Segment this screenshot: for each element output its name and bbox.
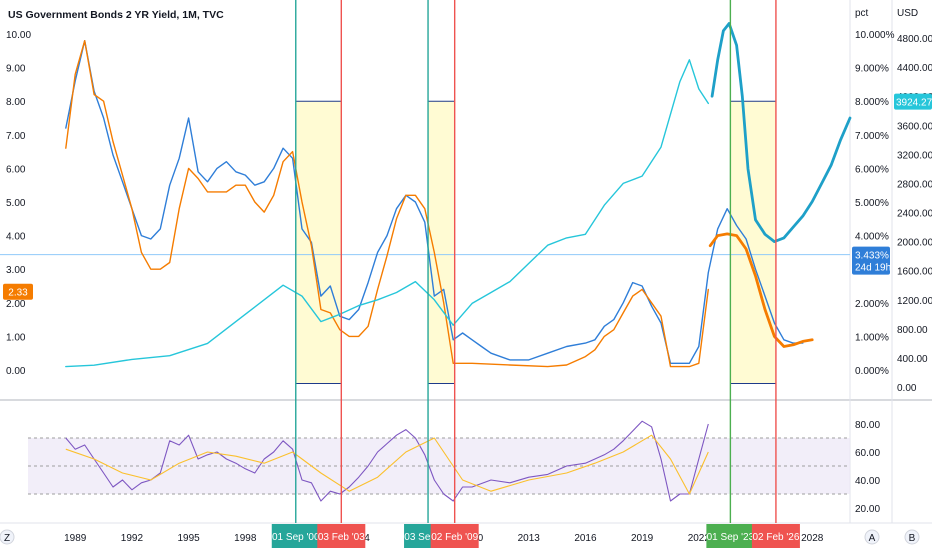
corner-icon-1[interactable]: Z: [4, 533, 10, 544]
usd-tick-5: 3200.00: [897, 150, 932, 161]
vline-label-bg-2: [317, 524, 366, 548]
pct-tick-10: 1.000%: [855, 332, 889, 343]
shaded-period-1: [295, 101, 342, 384]
vline-label-6: 02 Feb '26: [752, 532, 799, 543]
rsi-tick-4: 20.00: [855, 504, 880, 515]
series-line-1: [65, 40, 804, 364]
vline-label-bg-1: [271, 524, 320, 548]
pct-tick-9: 2.000%: [855, 299, 889, 310]
corner-icon-bg-1: [0, 529, 15, 545]
corner-icon-2[interactable]: A: [869, 533, 876, 544]
y-left-tick-4: 7.00: [6, 131, 26, 142]
series-line-3: [708, 232, 814, 348]
x-tick-11: 2028: [801, 533, 824, 544]
pct-tick-7: 4.000%: [855, 232, 889, 243]
price-label-1: 2.33: [8, 288, 28, 299]
pct-tick-4: 7.000%: [855, 131, 889, 142]
pct-tick-11: 0.000%: [855, 366, 889, 377]
usd-tick-8: 2000.00: [897, 238, 932, 249]
price-label-3: 3.433%: [855, 251, 889, 262]
y-left-tick-11: 0.00: [6, 366, 26, 377]
usd-tick-6: 2800.00: [897, 179, 932, 190]
usd-tick-10: 1200.00: [897, 296, 932, 307]
chart-title: US Government Bonds 2 YR Yield, 1M, TVC: [8, 9, 224, 21]
pct-tick-3: 8.000%: [855, 97, 889, 108]
price-label-2: 3924.27: [896, 98, 932, 109]
shaded-period-3: [730, 101, 776, 384]
price-label-bg-3: [852, 246, 890, 275]
series-line-5: [710, 22, 852, 243]
price-label-sub-3: 24d 19h: [855, 263, 891, 274]
vline-label-5: 01 Sep '23: [707, 532, 755, 543]
vline-label-bg-5: [706, 524, 755, 548]
y-left-tick-9: 2.00: [6, 299, 26, 310]
y-left-tick-3: 8.00: [6, 97, 26, 108]
rsi-line-1: [65, 420, 709, 502]
rsi-tick-2: 60.00: [855, 448, 880, 459]
price-label-bg-1: [3, 283, 33, 300]
x-tick-8: 2016: [574, 533, 597, 544]
y-left-tick-6: 5.00: [6, 198, 26, 209]
x-tick-10: 2022: [688, 533, 711, 544]
corner-icon-3[interactable]: B: [909, 533, 916, 544]
x-tick-3: 1995: [177, 533, 200, 544]
vline-label-4: 02 Feb '09: [431, 532, 478, 543]
rsi-tick-3: 40.00: [855, 476, 880, 487]
pct-tick-1: 10.000%: [855, 30, 895, 41]
y-left-tick-8: 3.00: [6, 265, 26, 276]
vline-label-2: 03 Feb '03: [318, 532, 365, 543]
y-left-tick-5: 6.00: [6, 164, 26, 175]
pct-tick-2: 9.000%: [855, 64, 889, 75]
x-tick-4: 1998: [234, 533, 257, 544]
x-tick-7: 2013: [518, 533, 541, 544]
vline-label-bg-4: [430, 524, 479, 548]
price-label-bg-2: [894, 93, 932, 110]
usd-axis-label: USD: [897, 8, 918, 19]
usd-tick-7: 2400.00: [897, 209, 932, 220]
pct-axis-label: pct: [855, 8, 869, 19]
y-left-tick-10: 1.00: [6, 332, 26, 343]
series-line-2: [65, 40, 709, 368]
vline-label-3: 03 Sep '07: [404, 532, 452, 543]
rsi-tick-1: 80.00: [855, 420, 880, 431]
rsi-line-2: [65, 434, 709, 495]
corner-icon-bg-2: [864, 529, 880, 545]
series-line-4: [65, 59, 709, 368]
y-left-tick-7: 4.00: [6, 232, 26, 243]
usd-tick-12: 400.00: [897, 354, 928, 365]
x-tick-1: 1989: [64, 533, 87, 544]
usd-tick-9: 1600.00: [897, 267, 932, 278]
x-tick-9: 2019: [631, 533, 654, 544]
usd-tick-2: 4400.00: [897, 63, 932, 74]
usd-tick-11: 800.00: [897, 325, 928, 336]
y-left-tick-2: 9.00: [6, 64, 26, 75]
usd-tick-13: 0.00: [897, 383, 917, 394]
x-tick-2: 1992: [121, 533, 144, 544]
usd-tick-4: 3600.00: [897, 121, 932, 132]
pct-tick-5: 6.000%: [855, 164, 889, 175]
pct-tick-6: 5.000%: [855, 198, 889, 209]
y-left-tick-1: 10.00: [6, 30, 31, 41]
vline-label-1: 01 Sep '00: [272, 532, 320, 543]
vline-label-bg-6: [751, 524, 800, 548]
corner-icon-bg-3: [904, 529, 920, 545]
usd-tick-1: 4800.00: [897, 34, 932, 45]
